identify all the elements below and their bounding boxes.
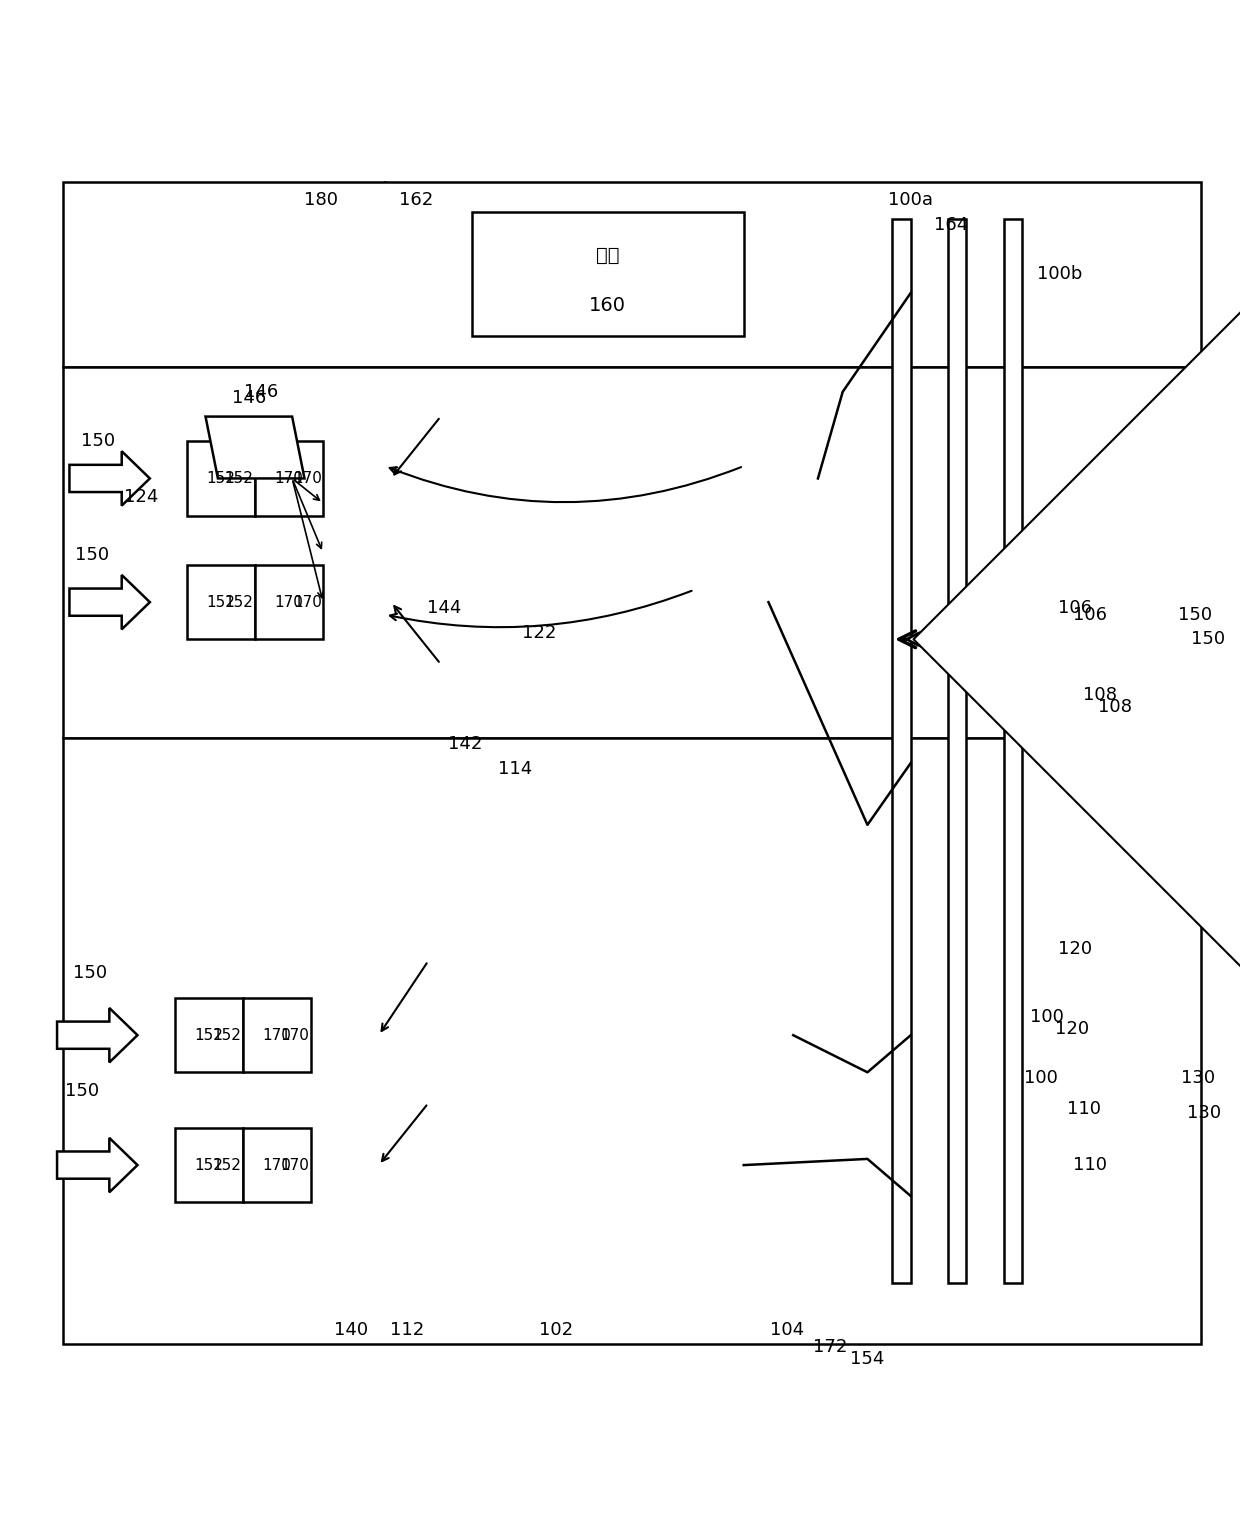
Bar <box>947 218 966 1283</box>
Text: 172: 172 <box>813 1338 847 1357</box>
Text: 180: 180 <box>304 191 337 209</box>
Text: 170: 170 <box>294 472 322 485</box>
Text: 電源: 電源 <box>596 246 619 266</box>
Text: 170: 170 <box>262 1158 291 1172</box>
Text: 142: 142 <box>448 736 482 754</box>
Text: 114: 114 <box>497 760 532 778</box>
Text: 140: 140 <box>335 1320 368 1338</box>
Bar <box>63 368 1202 739</box>
Bar <box>893 218 910 1283</box>
Text: 130: 130 <box>1180 1070 1215 1088</box>
Bar <box>187 565 255 639</box>
Text: 150: 150 <box>74 546 109 565</box>
Polygon shape <box>57 1009 138 1062</box>
FancyArrowPatch shape <box>389 591 692 627</box>
Bar <box>175 998 243 1073</box>
Text: 152: 152 <box>224 595 253 610</box>
Text: 150: 150 <box>1178 606 1213 624</box>
Text: 106: 106 <box>1058 600 1092 618</box>
Polygon shape <box>69 575 150 629</box>
Text: 160: 160 <box>589 296 626 314</box>
Text: 150: 150 <box>1190 630 1225 649</box>
Bar <box>255 565 324 639</box>
Bar <box>1003 218 1022 1283</box>
Text: 170: 170 <box>280 1027 309 1042</box>
Text: 170: 170 <box>280 1158 309 1172</box>
Text: 120: 120 <box>1054 1019 1089 1038</box>
Bar <box>63 182 1202 368</box>
Bar <box>471 212 744 336</box>
Text: 152: 152 <box>212 1158 241 1172</box>
Text: 124: 124 <box>124 488 159 507</box>
Bar <box>243 1128 311 1202</box>
Text: 152: 152 <box>195 1027 223 1042</box>
Text: 170: 170 <box>262 1027 291 1042</box>
Text: 152: 152 <box>195 1158 223 1172</box>
Text: 152: 152 <box>207 472 236 485</box>
Text: 108: 108 <box>1083 687 1117 703</box>
Text: 130: 130 <box>1187 1105 1221 1122</box>
Polygon shape <box>69 452 150 505</box>
Bar <box>187 441 255 516</box>
FancyArrowPatch shape <box>389 467 742 502</box>
Text: 108: 108 <box>1097 699 1132 716</box>
Text: 152: 152 <box>224 472 253 485</box>
Bar <box>175 1128 243 1202</box>
Text: 162: 162 <box>399 191 433 209</box>
Text: 110: 110 <box>1073 1157 1107 1173</box>
Text: 100: 100 <box>1030 1007 1064 1025</box>
Text: 170: 170 <box>274 472 304 485</box>
Text: 152: 152 <box>207 595 236 610</box>
Text: 104: 104 <box>770 1320 804 1338</box>
Bar <box>63 739 1202 1344</box>
Text: 146: 146 <box>244 383 278 401</box>
Text: 102: 102 <box>538 1320 573 1338</box>
Polygon shape <box>57 1138 138 1192</box>
Text: 164: 164 <box>935 215 968 233</box>
Text: 170: 170 <box>274 595 304 610</box>
Text: 122: 122 <box>522 624 557 642</box>
Text: 106: 106 <box>1073 606 1107 624</box>
Text: 100a: 100a <box>888 191 934 209</box>
Text: 100b: 100b <box>1037 266 1083 284</box>
Bar <box>255 441 324 516</box>
Bar <box>243 998 311 1073</box>
Polygon shape <box>206 417 305 479</box>
Text: 170: 170 <box>294 595 322 610</box>
Text: 150: 150 <box>81 432 115 450</box>
Text: 146: 146 <box>232 389 265 407</box>
Text: 150: 150 <box>64 1082 99 1100</box>
Text: 154: 154 <box>851 1351 884 1369</box>
Text: 152: 152 <box>212 1027 241 1042</box>
Text: 110: 110 <box>1066 1100 1101 1119</box>
Text: 100: 100 <box>1024 1070 1058 1088</box>
Text: 112: 112 <box>391 1320 424 1338</box>
Text: 144: 144 <box>427 600 461 618</box>
Text: 150: 150 <box>73 964 108 983</box>
Text: 120: 120 <box>1058 940 1092 958</box>
